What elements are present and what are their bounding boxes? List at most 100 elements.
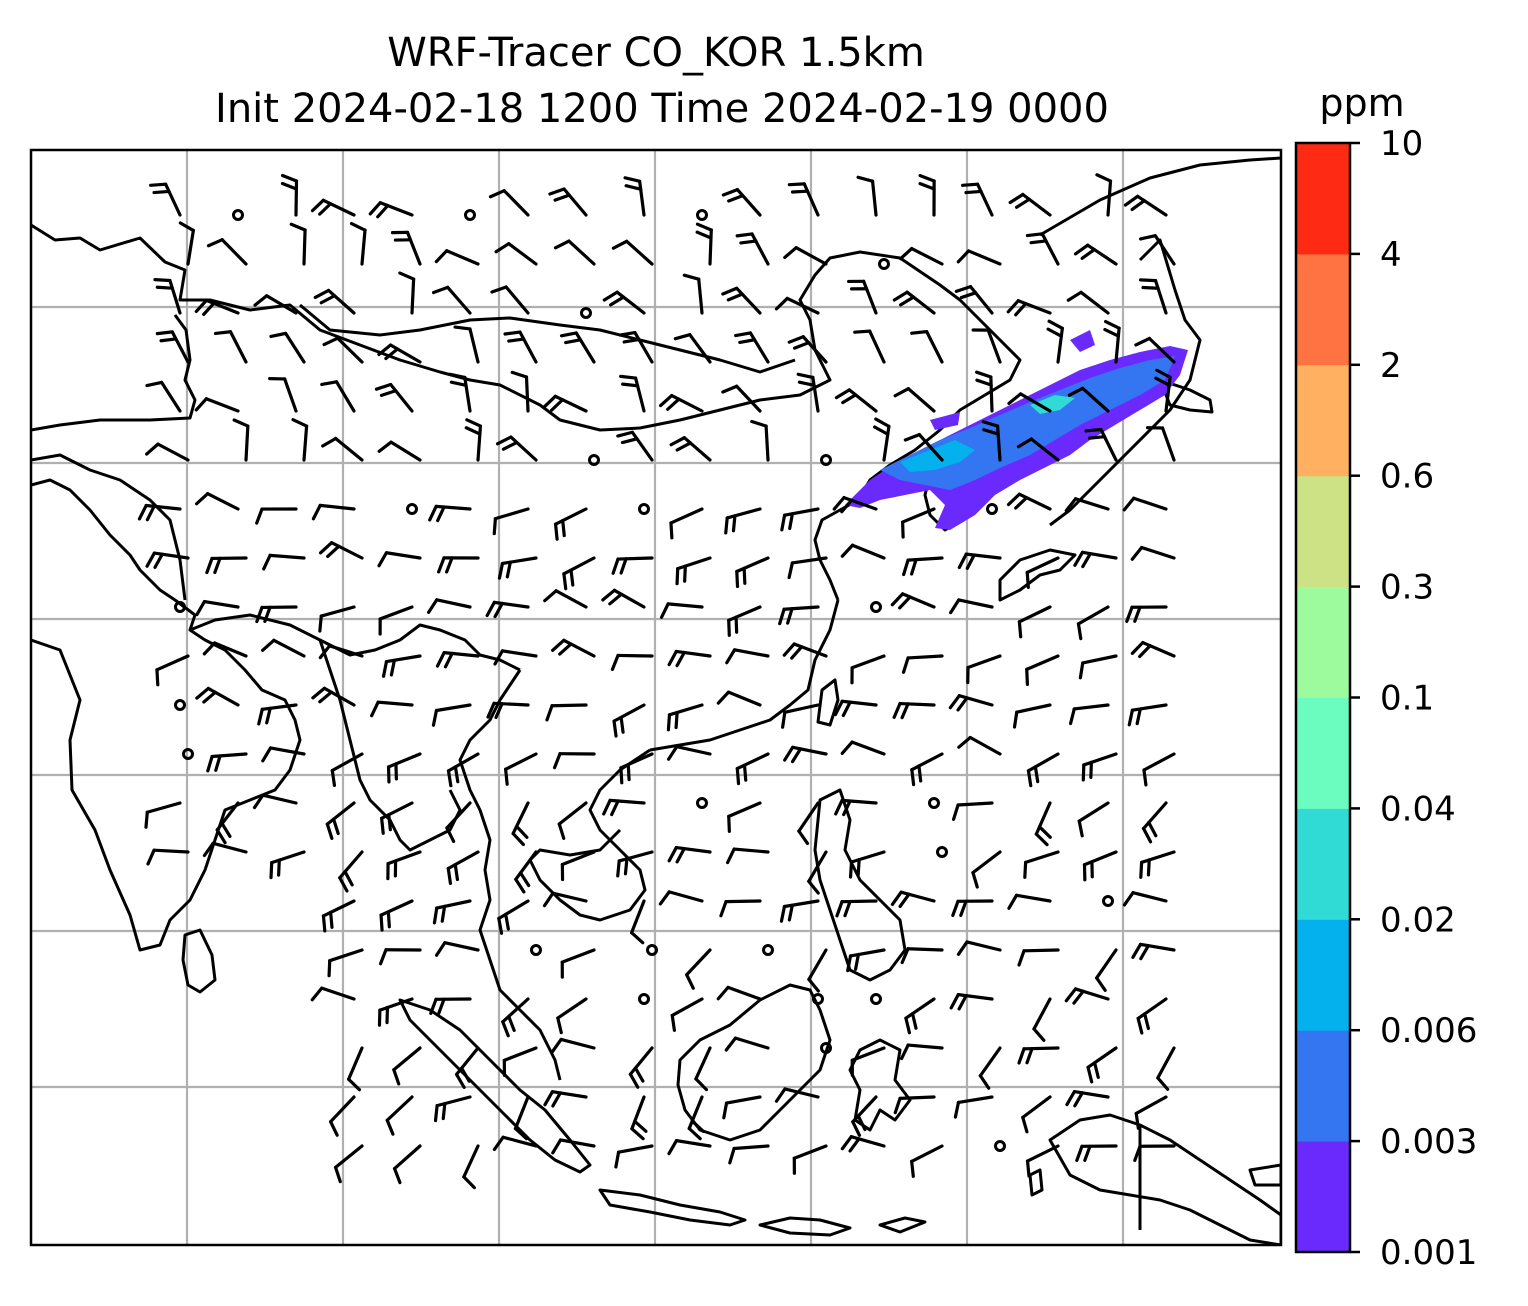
wind-barb (433, 1095, 472, 1123)
wind-barb (1007, 392, 1052, 413)
calm-wind-marker (174, 601, 186, 613)
wind-barb (318, 644, 364, 660)
wind-barb (783, 745, 828, 764)
wind-barb (1139, 234, 1176, 266)
calm-wind-marker (696, 797, 708, 809)
wind-barb (145, 442, 190, 462)
wind-barb (667, 649, 712, 668)
wind-barb (847, 279, 878, 315)
wind-barb (145, 551, 190, 569)
wind-barb (453, 325, 480, 364)
wind-barb (721, 188, 762, 217)
wind-barb (377, 440, 422, 462)
wind-barb (835, 899, 878, 918)
wind-barb (902, 556, 944, 577)
wind-barb (658, 890, 704, 906)
colorbar-segment (1296, 808, 1350, 920)
wind-barb (1075, 1144, 1118, 1162)
wind-barb (840, 1135, 886, 1153)
calm-wind-marker (638, 503, 650, 515)
wind-barb (255, 507, 298, 525)
wind-barb (310, 986, 356, 1002)
wind-barb (716, 690, 762, 707)
wind-barb (971, 328, 1002, 364)
wind-barb (1156, 1046, 1176, 1091)
wind-barb (213, 330, 248, 364)
wind-barb (542, 394, 588, 413)
colorbar-segment (1296, 475, 1350, 588)
wind-barb (1142, 752, 1176, 787)
wind-barb (557, 801, 588, 840)
wind-barb (910, 1144, 944, 1178)
wind-barb (377, 551, 422, 568)
map-border (29, 148, 1283, 1247)
wind-barb (961, 182, 994, 217)
wind-barb (1095, 173, 1113, 217)
colorbar-tick-label: 0.001 (1380, 1233, 1477, 1273)
calm-wind-marker (530, 944, 542, 956)
wind-barb (426, 598, 472, 614)
wind-barb (1095, 948, 1118, 992)
wind-barb (951, 801, 994, 821)
wind-barb (434, 941, 480, 957)
wind-barb (497, 899, 530, 935)
wind-barb (903, 433, 944, 462)
wind-barb (1023, 850, 1060, 879)
wind-barb (448, 372, 472, 413)
wind-barb (550, 1037, 596, 1054)
wind-barb (495, 435, 538, 462)
wind-barb (1081, 752, 1118, 782)
wind-barb (721, 384, 762, 413)
wind-barb (1086, 1046, 1118, 1084)
colorbar-tick-label: 0.006 (1380, 1011, 1477, 1051)
colorbar-segment (1296, 1030, 1350, 1142)
wind-barb (1064, 987, 1110, 1005)
colorbar-segment (1296, 919, 1350, 1031)
wind-barb (1077, 801, 1110, 838)
wind-barb (666, 703, 704, 732)
calm-wind-marker (878, 258, 890, 270)
wind-barb (347, 1046, 364, 1092)
colorbar-tick-label: 0.3 (1380, 568, 1434, 608)
wind-barb (325, 801, 356, 840)
wind-barbs (137, 173, 1176, 1190)
wind-barb (724, 507, 762, 535)
wind-barb (797, 801, 820, 845)
calm-wind-marker (870, 993, 882, 1005)
wind-barb (329, 1095, 356, 1137)
wind-barb (379, 899, 414, 932)
wind-barb (1073, 550, 1118, 569)
wind-barb (1154, 368, 1172, 413)
wind-barb (892, 701, 936, 720)
wind-barb (728, 1144, 770, 1165)
calm-wind-marker (820, 1042, 832, 1054)
wind-barb (1008, 192, 1052, 217)
wind-barb (957, 735, 1002, 756)
wind-barb (545, 703, 588, 722)
map-panel (31, 150, 1281, 1245)
wind-barb (956, 940, 1002, 956)
calm-wind-marker (936, 846, 948, 858)
wind-barb (781, 703, 820, 729)
wind-barb (951, 899, 994, 917)
wind-barb (392, 1046, 422, 1086)
wind-barb (153, 277, 182, 315)
wind-barb (1025, 556, 1060, 589)
wind-barb (1006, 492, 1052, 511)
wind-barb (601, 588, 646, 609)
wind-barb (194, 397, 240, 413)
wind-barb (834, 388, 878, 413)
wind-barb (338, 850, 364, 893)
wind-barb (488, 189, 530, 217)
calm-wind-marker (406, 503, 418, 515)
wind-barb (313, 288, 356, 315)
wind-barb (155, 330, 190, 364)
wind-barb (721, 286, 762, 315)
colorbar-segment (1296, 364, 1350, 477)
wind-barb (1066, 290, 1110, 315)
wind-barb (289, 222, 307, 266)
wind-barb (261, 638, 306, 658)
wind-barb (628, 1046, 654, 1089)
wind-barb (542, 891, 588, 908)
wind-barb (695, 222, 713, 266)
